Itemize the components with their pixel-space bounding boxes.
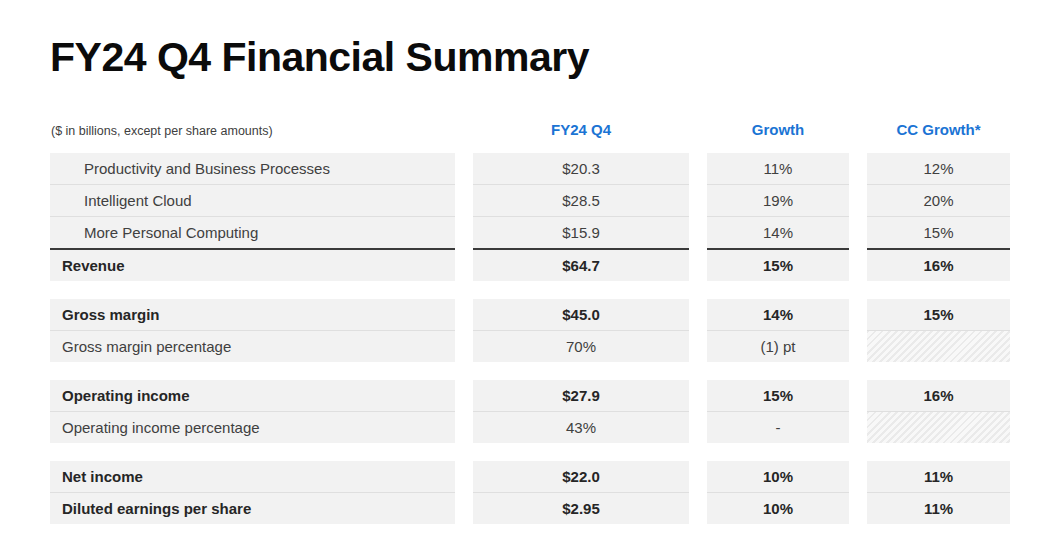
value-cell: 10% bbox=[707, 461, 849, 492]
hatched-cell bbox=[867, 411, 1010, 443]
row-label-cell: Productivity and Business Processes bbox=[50, 153, 455, 184]
value-cell: $15.9 bbox=[473, 216, 689, 248]
value-cell: $22.0 bbox=[473, 461, 689, 492]
hatched-cell bbox=[867, 330, 1010, 362]
table-header-row: ($ in billions, except per share amounts… bbox=[50, 121, 1010, 138]
table-row: Productivity and Business Processes $20.3… bbox=[50, 153, 1010, 184]
value-cell: 11% bbox=[867, 492, 1010, 524]
units-note: ($ in billions, except per share amounts… bbox=[50, 124, 455, 138]
value-cell: - bbox=[707, 411, 849, 443]
value-cell: 10% bbox=[707, 492, 849, 524]
row-label-cell: Operating income percentage bbox=[50, 411, 455, 443]
value-cell: 15% bbox=[867, 216, 1010, 248]
table-row: Net income $22.0 10% 11% bbox=[50, 461, 1010, 492]
row-label-cell: Intelligent Cloud bbox=[50, 184, 455, 216]
row-label-cell: Gross margin bbox=[50, 299, 455, 330]
value-cell: 20% bbox=[867, 184, 1010, 216]
value-cell: $2.95 bbox=[473, 492, 689, 524]
table-row: Revenue $64.7 15% 16% bbox=[50, 248, 1010, 281]
value-cell: 43% bbox=[473, 411, 689, 443]
value-cell: 14% bbox=[707, 216, 849, 248]
row-label-cell: Gross margin percentage bbox=[50, 330, 455, 362]
value-cell: 70% bbox=[473, 330, 689, 362]
value-cell: (1) pt bbox=[707, 330, 849, 362]
value-cell: $27.9 bbox=[473, 380, 689, 411]
value-cell: $64.7 bbox=[473, 248, 689, 281]
column-header-growth: Growth bbox=[707, 121, 849, 138]
value-cell: 11% bbox=[707, 153, 849, 184]
value-cell: 16% bbox=[867, 248, 1010, 281]
table-group: Net income$22.010%11%Diluted earnings pe… bbox=[50, 461, 1010, 524]
column-header-cc-growth: CC Growth* bbox=[867, 121, 1010, 138]
value-cell: 14% bbox=[707, 299, 849, 330]
table-group: Productivity and Business Processes $20.3… bbox=[50, 153, 1010, 281]
table-row: Diluted earnings per share $2.95 10% 11% bbox=[50, 492, 1010, 524]
row-label-cell: More Personal Computing bbox=[50, 216, 455, 248]
table-group: Gross margin$45.014%15%Gross margin perc… bbox=[50, 299, 1010, 362]
table-row: Operating income $27.9 15% 16% bbox=[50, 380, 1010, 411]
value-cell: 15% bbox=[867, 299, 1010, 330]
column-header-fy24-q4: FY24 Q4 bbox=[473, 121, 689, 138]
value-cell: 12% bbox=[867, 153, 1010, 184]
page-title: FY24 Q4 Financial Summary bbox=[50, 34, 1010, 81]
value-cell: 19% bbox=[707, 184, 849, 216]
table-row: Intelligent Cloud $28.5 19% 20% bbox=[50, 184, 1010, 216]
table-row: Operating income percentage 43%- bbox=[50, 411, 1010, 443]
table-row: More Personal Computing $15.9 14% 15% bbox=[50, 216, 1010, 248]
table-group: Operating income$27.915%16%Operating inc… bbox=[50, 380, 1010, 443]
value-cell: 15% bbox=[707, 380, 849, 411]
table-row: Gross margin $45.0 14% 15% bbox=[50, 299, 1010, 330]
value-cell: 15% bbox=[707, 248, 849, 281]
value-cell: $28.5 bbox=[473, 184, 689, 216]
row-label-cell: Operating income bbox=[50, 380, 455, 411]
table-row: Gross margin percentage 70% (1) pt bbox=[50, 330, 1010, 362]
value-cell: $20.3 bbox=[473, 153, 689, 184]
value-cell: $45.0 bbox=[473, 299, 689, 330]
row-label-cell: Diluted earnings per share bbox=[50, 492, 455, 524]
value-cell: 11% bbox=[867, 461, 1010, 492]
row-label-cell: Net income bbox=[50, 461, 455, 492]
row-label-cell: Revenue bbox=[50, 248, 455, 281]
financial-table: Productivity and Business Processes $20.3… bbox=[50, 153, 1010, 524]
value-cell: 16% bbox=[867, 380, 1010, 411]
slide: FY24 Q4 Financial Summary ($ in billions… bbox=[0, 0, 1049, 558]
